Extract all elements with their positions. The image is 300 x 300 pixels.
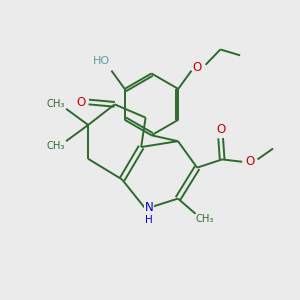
Text: O: O — [76, 95, 85, 109]
Text: CH₃: CH₃ — [196, 214, 214, 224]
Text: N: N — [145, 201, 154, 214]
Text: H: H — [145, 215, 153, 225]
Text: O: O — [193, 61, 202, 74]
Text: CH₃: CH₃ — [46, 141, 65, 151]
Text: HO: HO — [93, 56, 110, 66]
Text: O: O — [246, 155, 255, 168]
Text: CH₃: CH₃ — [46, 99, 65, 109]
Text: O: O — [216, 123, 225, 136]
